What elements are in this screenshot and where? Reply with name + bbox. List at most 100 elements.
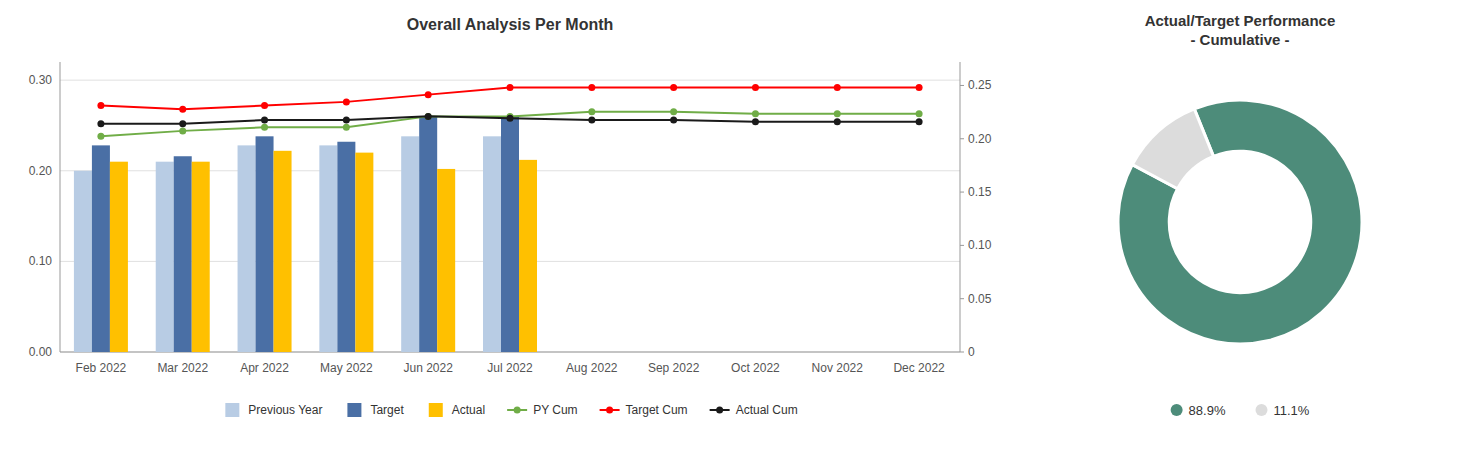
legend-swatch <box>347 403 361 417</box>
line-marker <box>261 124 268 131</box>
legend-marker <box>606 407 613 414</box>
grid <box>60 80 960 352</box>
legend-item: Target <box>347 403 404 417</box>
line-marker <box>179 106 186 113</box>
line-marker <box>834 110 841 117</box>
bar <box>437 169 455 352</box>
x-tick-label: Apr 2022 <box>240 361 289 375</box>
line-marker <box>261 117 268 124</box>
line-marker <box>916 110 923 117</box>
donut-label-item: 88.9% <box>1171 403 1226 418</box>
line-marker <box>588 117 595 124</box>
x-tick-label: Sep 2022 <box>648 361 700 375</box>
y2-tick-label: 0.05 <box>968 292 992 306</box>
line-series <box>97 84 922 113</box>
x-tick-label: Jul 2022 <box>487 361 533 375</box>
legend-label: PY Cum <box>533 403 577 417</box>
bar <box>92 145 110 352</box>
legend-swatch <box>429 403 443 417</box>
legend-marker <box>1171 404 1183 416</box>
y2-tick <box>960 85 964 86</box>
line-marker <box>670 84 677 91</box>
line-marker <box>916 84 923 91</box>
y-tick-label: 0.10 <box>29 254 53 268</box>
legend-label: Target <box>370 403 404 417</box>
y-tick-label: 0.00 <box>29 345 53 359</box>
bar <box>110 162 128 352</box>
bar-series <box>92 116 519 352</box>
donut-slice <box>1132 109 1213 189</box>
y-tick-label: 0.30 <box>29 73 53 87</box>
y2-tick <box>960 138 964 139</box>
line-marker <box>752 110 759 117</box>
line-marker <box>425 91 432 98</box>
bar <box>174 156 192 352</box>
donut-chart: Actual/Target Performance- Cumulative - 8… <box>1118 12 1362 418</box>
x-tick-label: Aug 2022 <box>566 361 618 375</box>
line-marker <box>834 118 841 125</box>
line-marker <box>261 102 268 109</box>
bar <box>319 145 337 352</box>
line-series <box>97 113 922 127</box>
legend: Previous Year Target Actual PY Cum Target Cu… <box>225 403 797 417</box>
y2-tick-label: 0.20 <box>968 132 992 146</box>
legend-item: Target Cum <box>600 403 688 417</box>
line-marker <box>97 133 104 140</box>
legend-label: Previous Year <box>248 403 322 417</box>
y2-tick-label: 0 <box>968 345 975 359</box>
line-marker <box>343 98 350 105</box>
grid-line <box>60 80 960 81</box>
line-marker <box>588 84 595 91</box>
bar <box>274 151 292 352</box>
chart-title-line: - Cumulative - <box>1190 31 1289 48</box>
y2-tick-label: 0.10 <box>968 238 992 252</box>
y2-tick-label: 0.15 <box>968 185 992 199</box>
line-marker <box>670 117 677 124</box>
x-tick-label: Dec 2022 <box>893 361 945 375</box>
legend-label: Actual <box>452 403 485 417</box>
bar <box>256 136 274 352</box>
legend-swatch <box>225 403 239 417</box>
x-tick-label: Nov 2022 <box>812 361 864 375</box>
y2-tick <box>960 245 964 246</box>
line-marker <box>179 127 186 134</box>
line <box>101 112 919 136</box>
combo-chart: Overall Analysis Per Month 0.00 0.10 0.20 0.… <box>29 16 992 417</box>
bar <box>401 136 419 352</box>
donut-label-item: 11.1% <box>1255 403 1309 418</box>
x-tick-label: Feb 2022 <box>76 361 127 375</box>
chart-title: Actual/Target Performance- Cumulative - <box>1145 12 1336 48</box>
y2-tick-label: 0.25 <box>968 78 992 92</box>
line-marker <box>507 84 514 91</box>
x-tick-label: May 2022 <box>320 361 373 375</box>
line-marker <box>507 115 514 122</box>
x-tick-label: Mar 2022 <box>157 361 208 375</box>
legend-item: Actual <box>429 403 485 417</box>
x-tick-label: Jun 2022 <box>403 361 453 375</box>
line-marker <box>834 84 841 91</box>
line-marker <box>588 108 595 115</box>
line-marker <box>343 117 350 124</box>
line-marker <box>916 118 923 125</box>
legend-item: Previous Year <box>225 403 322 417</box>
bar <box>337 142 355 352</box>
y-axis-line <box>60 62 61 352</box>
line-marker <box>97 102 104 109</box>
bar <box>501 116 519 352</box>
y2-tick <box>960 192 964 193</box>
plot-area <box>74 84 923 352</box>
line-marker <box>425 113 432 120</box>
bar <box>156 162 174 352</box>
chart-title: Overall Analysis Per Month <box>407 16 614 33</box>
bar <box>419 116 437 352</box>
line-marker <box>425 113 432 120</box>
y-tick-label: 0.20 <box>29 164 53 178</box>
line-marker <box>343 124 350 131</box>
legend-item: Actual Cum <box>710 403 798 417</box>
legend-label: Target Cum <box>626 403 688 417</box>
donut-slice <box>1118 100 1362 344</box>
y2-tick <box>960 298 964 299</box>
value-label: 88.9% <box>1189 403 1226 418</box>
line-series <box>97 108 922 139</box>
legend-marker <box>1255 404 1267 416</box>
